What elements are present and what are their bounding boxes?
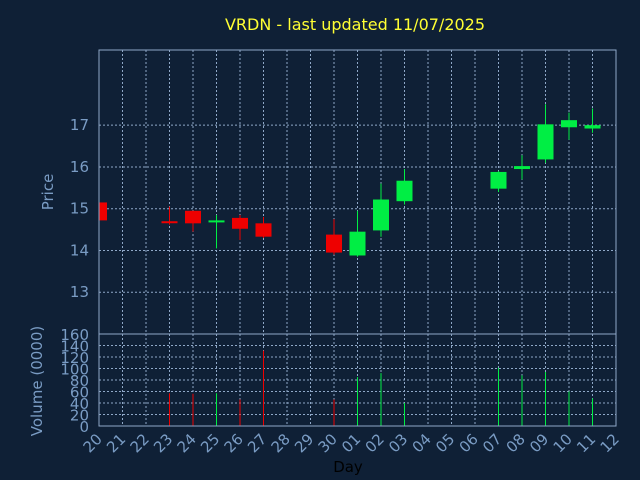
candle-body — [396, 180, 413, 202]
volume-tick-label: 160 — [60, 326, 89, 344]
volume-tick-label: 120 — [60, 349, 89, 367]
x-tick-label: 06 — [456, 430, 482, 456]
x-tick-label: 12 — [597, 430, 623, 456]
x-tick-label: 28 — [268, 430, 294, 456]
x-tick-label: 26 — [221, 430, 247, 456]
candle-body — [255, 223, 272, 237]
volume-tick-label: 60 — [70, 384, 89, 402]
candle-body — [514, 166, 530, 170]
x-tick-label: 10 — [550, 430, 576, 456]
volume-tick-label: 80 — [70, 372, 89, 390]
candles — [98, 104, 601, 257]
price-y-ticks: 13 14 15 16 17 — [70, 116, 89, 301]
x-tick-label: 09 — [526, 430, 552, 456]
x-tick-label: 27 — [244, 430, 270, 456]
candle-body — [326, 234, 342, 253]
x-tick-label: 25 — [197, 430, 223, 456]
price-tick-label: 16 — [70, 158, 89, 176]
volume-axis-label: Volume (0000) — [28, 326, 46, 436]
x-tick-label: 02 — [362, 430, 388, 456]
x-axis-label: Day — [333, 458, 363, 476]
candle-body — [185, 210, 201, 224]
candle-body — [584, 125, 601, 129]
volume-panel-frame — [98, 333, 617, 427]
x-tick-label: 04 — [409, 430, 435, 456]
price-tick-label: 17 — [70, 116, 89, 134]
candle-body — [208, 220, 225, 223]
candle-body — [161, 221, 178, 224]
candle-body — [349, 231, 366, 256]
x-tick-label: 24 — [174, 430, 200, 456]
price-tick-label: 13 — [70, 283, 89, 301]
volume-tick-label: 20 — [70, 407, 89, 425]
x-tick-label: 07 — [479, 430, 505, 456]
price-tick-label: 14 — [70, 241, 89, 259]
x-tick-label: 30 — [315, 430, 341, 456]
volume-tick-label: 140 — [60, 338, 89, 356]
x-tick-label: 08 — [503, 430, 529, 456]
chart-title: VRDN - last updated 11/07/2025 — [225, 15, 485, 34]
x-tick-label: 05 — [432, 430, 458, 456]
candle-body — [490, 171, 507, 189]
x-axis-ticks: 2021222324252627282930010203040506070809… — [80, 430, 623, 456]
candle-body — [99, 202, 107, 221]
candle-body — [232, 217, 248, 229]
price-axis-label: Price — [39, 174, 57, 211]
volume-tick-label: 100 — [60, 361, 89, 379]
price-gridlines — [99, 50, 616, 334]
x-tick-label: 01 — [338, 430, 364, 456]
volume-tick-label: 0 — [79, 418, 89, 436]
volume-bars — [169, 350, 593, 426]
price-panel: 13 14 15 16 17 Price — [39, 49, 617, 335]
volume-tick-label: 40 — [70, 395, 89, 413]
candle-body — [373, 199, 389, 231]
x-tick-label: 22 — [127, 430, 153, 456]
x-tick-label: 03 — [385, 430, 411, 456]
x-tick-label: 29 — [291, 430, 317, 456]
price-tick-label: 15 — [70, 200, 89, 218]
x-tick-label: 21 — [103, 430, 129, 456]
x-tick-label: 23 — [150, 430, 176, 456]
candle-body — [537, 124, 554, 160]
x-tick-label: 11 — [573, 430, 599, 456]
candle-body — [561, 120, 577, 128]
